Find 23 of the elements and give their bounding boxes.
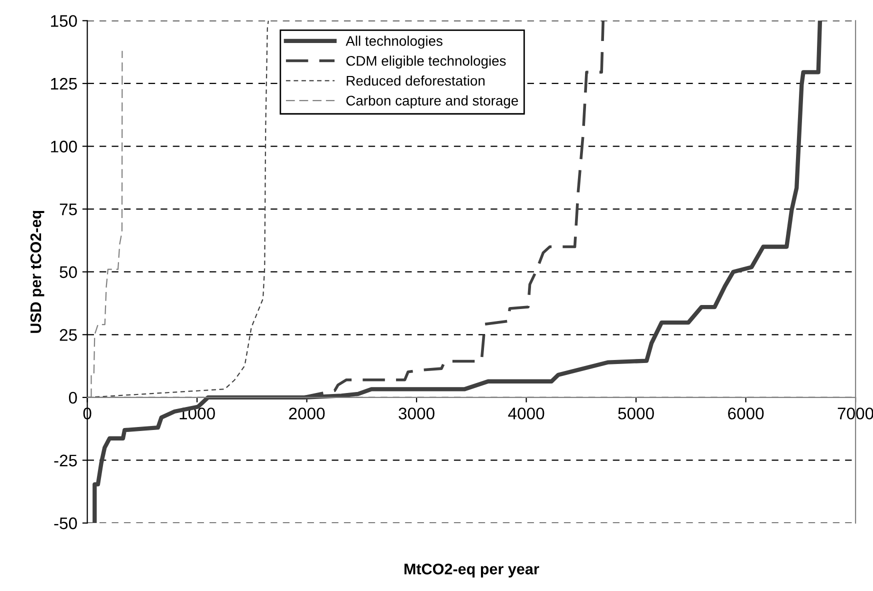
line-series — [87, 20, 269, 398]
legend-label: All technologies — [346, 36, 442, 49]
y-axis-title: USD per tCO2-eq — [30, 210, 44, 333]
legend-label: CDM eligible technologies — [346, 56, 506, 69]
x-tick-label: 3000 — [398, 408, 434, 420]
y-tick-label: 100 — [51, 140, 77, 152]
x-tick-label: 2000 — [289, 408, 325, 420]
x-tick-label: 7000 — [838, 408, 873, 420]
legend-label: Reduced deforestation — [346, 75, 485, 86]
y-tick-label: 0 — [68, 392, 77, 404]
y-tick-label: -50 — [54, 517, 77, 530]
x-axis-title: MtCO2-eq per year — [404, 564, 540, 578]
y-tick-label: 25 — [60, 329, 77, 341]
y-tick-label: 50 — [60, 266, 77, 278]
y-tick-label: 125 — [51, 78, 77, 90]
x-tick-label: 4000 — [508, 408, 544, 420]
line-series — [92, 20, 822, 524]
x-tick-label: 5000 — [618, 408, 654, 420]
x-tick-label: 6000 — [728, 408, 764, 420]
legend-label: Carbon capture and storage — [346, 95, 518, 108]
y-tick-label: -25 — [54, 454, 77, 466]
y-tick-label: 75 — [60, 204, 77, 216]
y-tick-label: 150 — [51, 15, 77, 27]
